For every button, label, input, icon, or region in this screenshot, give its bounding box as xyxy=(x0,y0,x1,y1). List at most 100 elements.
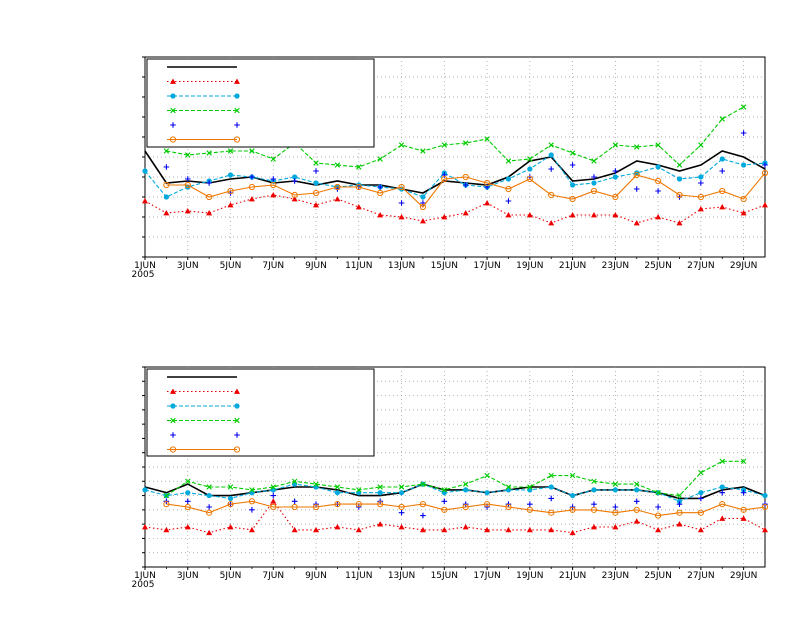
data-point xyxy=(697,206,704,212)
series-line xyxy=(144,154,766,198)
legend-entry xyxy=(167,93,240,99)
data-point xyxy=(719,515,726,521)
data-point xyxy=(355,526,362,533)
data-point xyxy=(163,164,170,170)
data-point xyxy=(483,501,491,508)
data-point xyxy=(484,490,490,496)
legend-marker xyxy=(170,403,176,409)
data-point xyxy=(355,501,362,508)
data-point xyxy=(419,203,427,211)
data-point xyxy=(441,175,448,183)
data-point xyxy=(249,507,255,513)
data-point xyxy=(185,490,191,496)
chart-panel-200mb: 1JUN 2005 3JUN 5JUN 7JUN 9JUN 11JUN 13JUN 15JUN 1… xyxy=(132,56,769,280)
data-point xyxy=(633,506,640,513)
data-point xyxy=(420,481,426,487)
data-point xyxy=(484,472,490,479)
data-point xyxy=(676,501,683,507)
data-point xyxy=(291,196,298,202)
data-point xyxy=(719,484,725,490)
data-point xyxy=(612,212,619,218)
data-point xyxy=(569,492,576,499)
data-point xyxy=(698,470,704,476)
data-point xyxy=(612,509,619,516)
legend-marker xyxy=(234,107,240,114)
data-point xyxy=(548,220,555,226)
legend-marker xyxy=(234,388,240,394)
data-point xyxy=(184,503,191,511)
data-point xyxy=(698,142,704,148)
data-point xyxy=(634,144,640,150)
data-point xyxy=(655,512,662,519)
data-point xyxy=(206,180,212,186)
data-point xyxy=(655,164,661,170)
data-point xyxy=(676,498,683,504)
data-point xyxy=(398,200,405,206)
x-tick-label: 19JUN xyxy=(516,261,543,271)
data-point xyxy=(184,524,191,530)
data-point xyxy=(334,196,341,202)
data-point xyxy=(591,478,597,484)
data-point xyxy=(548,142,554,148)
legend-entry xyxy=(167,403,240,409)
legend-marker xyxy=(234,78,240,84)
data-point xyxy=(206,504,212,510)
legend-marker xyxy=(169,446,177,453)
data-point xyxy=(634,487,640,493)
data-point xyxy=(719,168,726,174)
data-point xyxy=(633,518,640,524)
data-point xyxy=(762,526,768,533)
data-point xyxy=(441,142,447,148)
data-point xyxy=(206,210,213,216)
data-point xyxy=(569,162,576,168)
x-tick-label: 7JUN xyxy=(262,261,284,271)
x-tick-label: 1JUN 2005 xyxy=(132,261,156,280)
data-point xyxy=(612,168,619,174)
x-tick-label: 13JUN xyxy=(388,261,415,271)
data-point xyxy=(655,177,662,185)
data-point xyxy=(184,208,191,214)
series-line xyxy=(144,483,766,502)
x-tick-label: 5JUN xyxy=(220,261,242,271)
data-point xyxy=(377,212,384,218)
data-point xyxy=(163,194,169,200)
legend-entry xyxy=(170,432,240,438)
x-tick-label: 25JUN xyxy=(644,571,671,581)
data-point xyxy=(206,509,213,516)
data-point xyxy=(548,166,555,172)
x-tick-label: 1JUN 2005 xyxy=(132,571,156,590)
data-point xyxy=(270,492,277,499)
data-point xyxy=(441,498,448,505)
data-point xyxy=(462,173,469,181)
series-can xyxy=(163,104,747,170)
series-line xyxy=(144,483,766,500)
series-ec xyxy=(142,192,768,226)
data-point xyxy=(463,487,469,493)
data-point xyxy=(676,176,683,182)
data-point xyxy=(292,174,298,180)
data-point xyxy=(569,150,576,156)
series-line xyxy=(144,194,766,224)
data-point xyxy=(462,182,469,188)
data-point xyxy=(249,174,255,180)
data-point xyxy=(548,152,554,158)
data-point xyxy=(356,164,362,170)
data-point xyxy=(676,220,683,226)
data-point xyxy=(612,524,619,530)
data-point xyxy=(291,478,298,484)
data-point xyxy=(740,195,747,203)
data-point xyxy=(249,148,255,154)
x-tick-label: 11JUN xyxy=(345,571,372,581)
data-point xyxy=(441,506,448,513)
x-tick-label: 3JUN xyxy=(177,571,199,581)
data-point xyxy=(291,498,298,505)
data-point xyxy=(719,116,725,122)
legend-marker xyxy=(234,432,240,438)
data-point xyxy=(634,481,640,487)
series-gfs-mef xyxy=(144,483,766,500)
data-point xyxy=(419,501,427,508)
data-point xyxy=(505,484,512,490)
data-point xyxy=(740,506,747,513)
series-fnoc xyxy=(163,130,768,206)
data-point xyxy=(548,526,555,533)
